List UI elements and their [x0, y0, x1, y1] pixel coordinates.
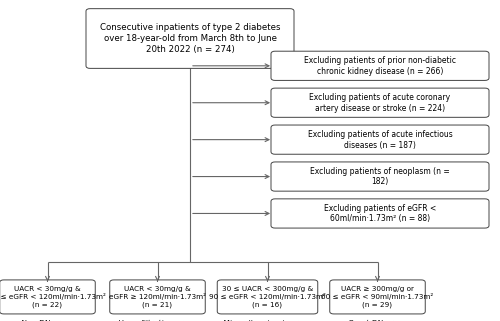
Text: Overt DN group: Overt DN group: [348, 320, 407, 321]
Text: Consecutive inpatients of type 2 diabetes
over 18-year-old from March 8th to Jun: Consecutive inpatients of type 2 diabete…: [100, 23, 280, 54]
Text: Non-DN group: Non-DN group: [21, 320, 74, 321]
Text: 30 ≤ UACR < 300mg/g &
90 ≤ eGFR < 120ml/min·1.73m²
(n = 16): 30 ≤ UACR < 300mg/g & 90 ≤ eGFR < 120ml/…: [209, 286, 326, 308]
Text: Excluding patients of neoplasm (n =
182): Excluding patients of neoplasm (n = 182): [310, 167, 450, 187]
Text: UACR ≥ 300mg/g or
60 ≤ eGFR < 90ml/min·1.73m²
(n = 29): UACR ≥ 300mg/g or 60 ≤ eGFR < 90ml/min·1…: [322, 286, 434, 308]
Text: Hyperfiltration group: Hyperfiltration group: [118, 320, 197, 321]
FancyBboxPatch shape: [271, 51, 489, 80]
Text: UACR < 30mg/g &
eGFR ≥ 120ml/min·1.73m²
(n = 21): UACR < 30mg/g & eGFR ≥ 120ml/min·1.73m² …: [109, 286, 206, 308]
FancyBboxPatch shape: [330, 280, 425, 314]
FancyBboxPatch shape: [86, 9, 294, 68]
Text: Excluding patients of prior non-diabetic
chronic kidney disease (n = 266): Excluding patients of prior non-diabetic…: [304, 56, 456, 76]
Text: Excluding patients of acute coronary
artery disease or stroke (n = 224): Excluding patients of acute coronary art…: [310, 93, 450, 113]
FancyBboxPatch shape: [0, 280, 95, 314]
FancyBboxPatch shape: [217, 280, 318, 314]
FancyBboxPatch shape: [271, 88, 489, 117]
Text: Excluding patients of eGFR <
60ml/min·1.73m² (n = 88): Excluding patients of eGFR < 60ml/min·1.…: [324, 204, 436, 223]
FancyBboxPatch shape: [110, 280, 206, 314]
Text: Excluding patients of acute infectious
diseases (n = 187): Excluding patients of acute infectious d…: [308, 130, 452, 150]
FancyBboxPatch shape: [271, 162, 489, 191]
Text: Microalbuminuria group: Microalbuminuria group: [222, 320, 312, 321]
FancyBboxPatch shape: [271, 199, 489, 228]
Text: UACR < 30mg/g &
90 ≤ eGFR < 120ml/min·1.73m²
(n = 22): UACR < 30mg/g & 90 ≤ eGFR < 120ml/min·1.…: [0, 286, 106, 308]
FancyBboxPatch shape: [271, 125, 489, 154]
